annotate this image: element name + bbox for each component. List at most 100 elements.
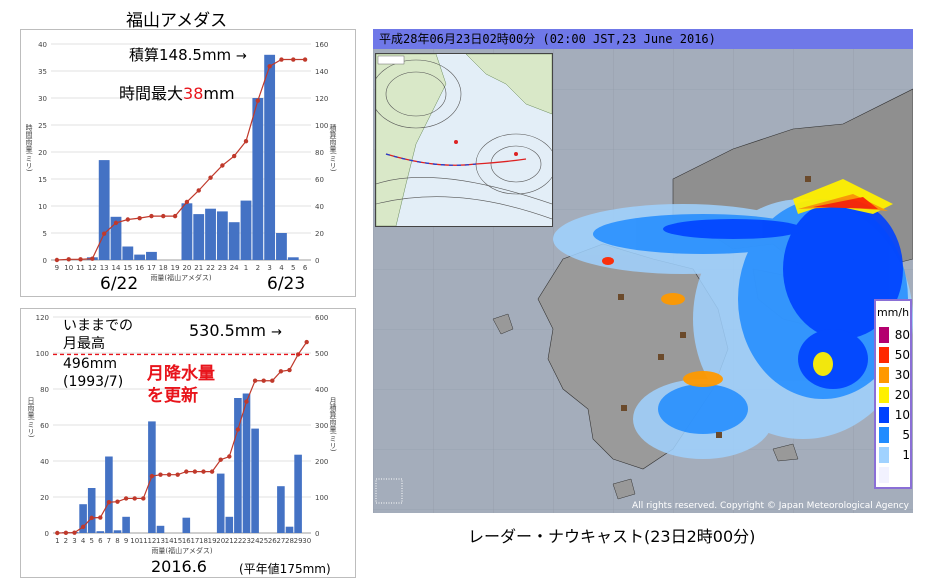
cumulative-point — [54, 257, 60, 263]
x-axis-label: 雨量(福山アメダス) — [150, 273, 211, 282]
cumulative-point — [66, 257, 71, 262]
station-markers — [618, 176, 811, 438]
cumulative-point — [55, 530, 60, 536]
x-axis-label: 雨量(福山アメダス) — [151, 546, 212, 555]
bar — [113, 530, 122, 533]
y2-tick-label: 80 — [315, 149, 324, 157]
x-tick-label: 30 — [302, 537, 311, 545]
amedas-heading: 福山アメダス — [126, 11, 228, 31]
hourly-total-annotation: 積算148.5mm → — [129, 44, 247, 65]
bar — [228, 222, 240, 260]
y-tick-label: 10 — [38, 203, 47, 211]
y-tick-label: 0 — [43, 257, 47, 265]
weather-map-inset — [375, 53, 553, 227]
legend-swatch — [879, 327, 889, 343]
cumulative-point — [184, 469, 189, 474]
x-tick-label: 21 — [225, 537, 234, 545]
bar — [252, 98, 264, 260]
cumulative-point — [243, 139, 249, 144]
x-tick-label: 14 — [112, 264, 121, 272]
x-tick-label: 14 — [165, 537, 174, 545]
cumulative-point — [196, 188, 201, 193]
y2-tick-label: 400 — [315, 386, 328, 394]
cumulative-point — [304, 339, 309, 345]
x-tick-label: 4 — [279, 264, 284, 272]
y2-tick-label: 500 — [315, 350, 328, 358]
x-tick-label: 24 — [251, 537, 260, 545]
cumulative-point — [270, 378, 275, 383]
hourly-chart-panel: 0 5 10 15 20 25 30 35 40 0 20 40 60 80 100 120 140 160 9 10… — [20, 29, 356, 297]
x-tick-label: 23 — [218, 264, 227, 272]
cumulative-point — [149, 473, 155, 479]
y2-tick-label: 100 — [315, 122, 328, 130]
cumulative-point — [158, 472, 163, 477]
legend-row: 20 — [879, 385, 910, 405]
legend-row: 80 — [879, 325, 910, 345]
weather-map-graphic — [376, 54, 552, 226]
legend-row: 1 — [879, 445, 910, 465]
x-tick-label: 3 — [72, 537, 76, 545]
radar-timestamp-header: 平成28年06月23日02時00分 (02:00 JST,23 June 201… — [373, 29, 913, 49]
y-axis-label: 日雨量(ミリ) — [27, 397, 35, 438]
rain-heavy — [663, 199, 903, 389]
x-tick-label: 12 — [147, 537, 156, 545]
bar — [193, 214, 205, 260]
x-tick-label: 18 — [199, 537, 208, 545]
bar — [79, 504, 87, 533]
bar — [240, 200, 252, 260]
cumulative-point — [231, 153, 237, 159]
y2-tick-label: 200 — [315, 458, 328, 466]
x-tick-label: 15 — [123, 264, 132, 272]
cumulative-point — [192, 469, 198, 474]
legend-label: 5 — [902, 428, 910, 442]
record-line4: (1993/7) — [63, 374, 124, 390]
x-tick-label: 10 — [130, 537, 139, 545]
y-tick-label: 15 — [38, 176, 47, 184]
bar — [98, 160, 110, 260]
hourly-max-annotation: 時間最大38mm — [119, 80, 235, 104]
y-tick-label: 30 — [38, 95, 47, 103]
hourly-max-prefix: 時間最大 — [119, 84, 184, 103]
x-tick-label: 16 — [135, 264, 144, 272]
hourly-max-value: 38 — [183, 84, 204, 103]
y-tick-label: 40 — [38, 41, 47, 49]
land-small-islands — [492, 313, 799, 500]
monthly-total-text: 530.5mm — [189, 321, 266, 340]
cumulative-point — [267, 64, 272, 69]
bar — [264, 54, 276, 260]
x-tick-label: 17 — [147, 264, 156, 272]
bar — [156, 525, 165, 533]
cumulative-point — [209, 469, 215, 474]
cumulative-line — [56, 58, 306, 261]
cumulative-point — [115, 499, 120, 504]
x-tick-label: 13 — [100, 264, 109, 272]
cumulative-point — [252, 378, 258, 383]
cumulative-point — [201, 469, 206, 474]
x-tick-label: 16 — [182, 537, 191, 545]
x-tick-label: 5 — [89, 537, 93, 545]
bar — [146, 251, 157, 260]
cumulative-point — [101, 231, 107, 236]
bar — [216, 473, 225, 533]
x-tick-label: 28 — [285, 537, 294, 545]
y-axis-label: 時間雨量(ミリ) — [25, 124, 33, 172]
radar-caption: レーダー・ナウキャスト(23日2時00分) — [468, 527, 756, 546]
x-tick-label: 8 — [115, 537, 119, 545]
cumulative-point — [291, 57, 296, 62]
legend-label: 1 — [902, 448, 910, 462]
x-tick-label: 19 — [171, 264, 180, 272]
y-tick-label: 25 — [38, 122, 47, 130]
bar — [294, 454, 302, 533]
x-tick-label: 20 — [216, 537, 225, 545]
cumulative-point — [175, 472, 180, 477]
x-tick-label: 24 — [230, 264, 239, 272]
cumulative-point — [208, 175, 213, 180]
record-annotation: いままでの 月最高 496mm (1993/7) — [63, 317, 133, 391]
y2-tick-label: 600 — [315, 314, 328, 322]
cumulative-point — [90, 256, 95, 261]
x-tick-label: 27 — [276, 537, 285, 545]
y2-tick-label: 140 — [315, 68, 328, 76]
cumulative-point — [235, 427, 241, 432]
cumulative-point — [261, 378, 266, 383]
